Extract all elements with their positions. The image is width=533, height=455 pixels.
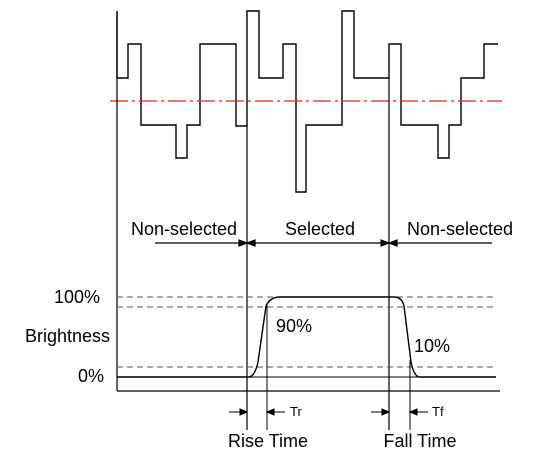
fall-time-label: Fall Time [383,431,456,451]
fall-short-label: Tf [432,404,444,419]
arrowhead-left-in [238,239,249,247]
rise-time-label: Rise Time [228,431,308,451]
level-label-low-threshold: 10% [414,336,450,356]
region-arrows [155,239,492,247]
region-label-middle: Selected [285,219,355,239]
arrowhead-selected-left [245,239,256,247]
axis-label-brightness: Brightness [25,326,110,346]
arrowhead-right-in [387,239,398,247]
region-label-left: Non-selected [131,219,237,239]
level-dashed-lines [117,296,496,368]
rise-short-label: Tr [290,404,302,419]
region-label-right: Non-selected [407,219,513,239]
rise-arrow-right-head [265,408,275,416]
fall-time-markers [371,360,428,430]
level-label-bottom: 0% [78,366,104,386]
arrowhead-selected-right [380,239,391,247]
vertical-lines [116,11,390,430]
rise-arrow-left-head [239,408,249,416]
brightness-curve [117,296,496,378]
drive-waveform [116,10,498,193]
fall-arrow-right-head [408,408,418,416]
drive-waveform-segment-1 [116,10,498,193]
level-label-top: 100% [54,287,100,307]
level-label-high-threshold: 90% [276,316,312,336]
fall-arrow-left-head [381,408,391,416]
rise-time-markers [229,305,285,430]
